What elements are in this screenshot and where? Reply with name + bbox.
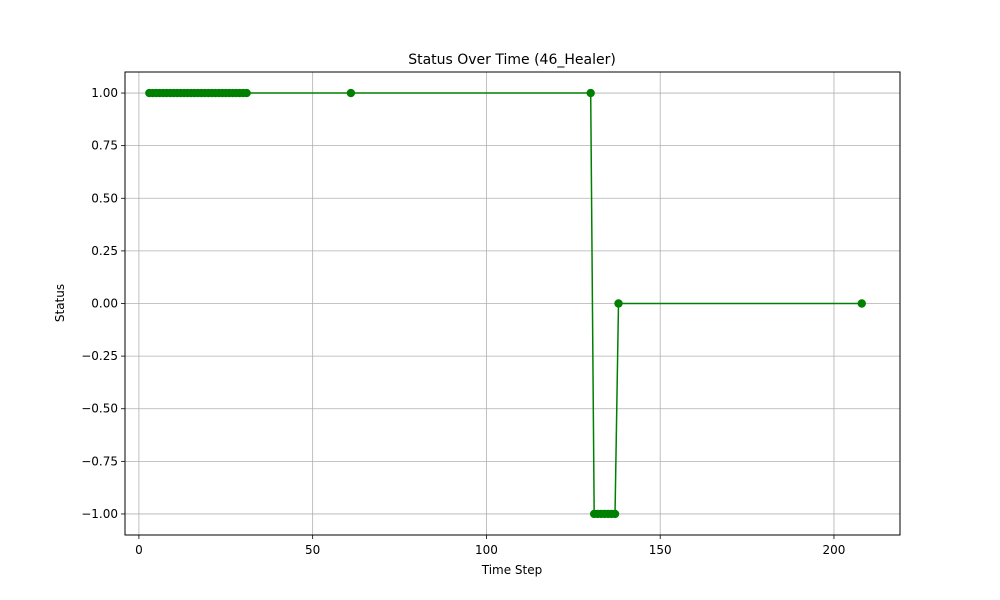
y-tick-label: 0.00 xyxy=(91,297,118,311)
data-point xyxy=(614,299,623,308)
series-layer xyxy=(145,88,866,519)
data-point xyxy=(346,88,356,98)
data-point xyxy=(857,299,866,308)
y-tick-label: −0.75 xyxy=(81,454,118,468)
y-axis-label: Status xyxy=(53,284,67,322)
y-tick-label: −1.00 xyxy=(81,507,118,521)
chart-title: Status Over Time (46_Healer) xyxy=(408,52,616,68)
y-tick-label: 0.75 xyxy=(91,139,118,153)
x-tick-label: 50 xyxy=(305,543,320,557)
x-axis-label: Time Step xyxy=(481,563,543,577)
data-point xyxy=(242,88,251,98)
y-tick-label: −0.25 xyxy=(81,349,118,363)
data-point xyxy=(610,509,620,519)
x-tick-label: 150 xyxy=(649,543,672,557)
y-tick-label: 0.50 xyxy=(91,191,118,205)
y-tick-label: −0.50 xyxy=(81,402,118,416)
x-tick-label: 200 xyxy=(823,543,846,557)
x-tick-label: 0 xyxy=(135,543,143,557)
ticks: 0 50 100 150 200 −1.00 −0.75 −0.50 −0.25 0.00 0.25… xyxy=(81,86,845,557)
data-point xyxy=(586,88,595,98)
x-tick-label: 100 xyxy=(475,543,498,557)
y-tick-label: 0.25 xyxy=(91,244,118,258)
y-tick-label: 1.00 xyxy=(91,86,118,100)
